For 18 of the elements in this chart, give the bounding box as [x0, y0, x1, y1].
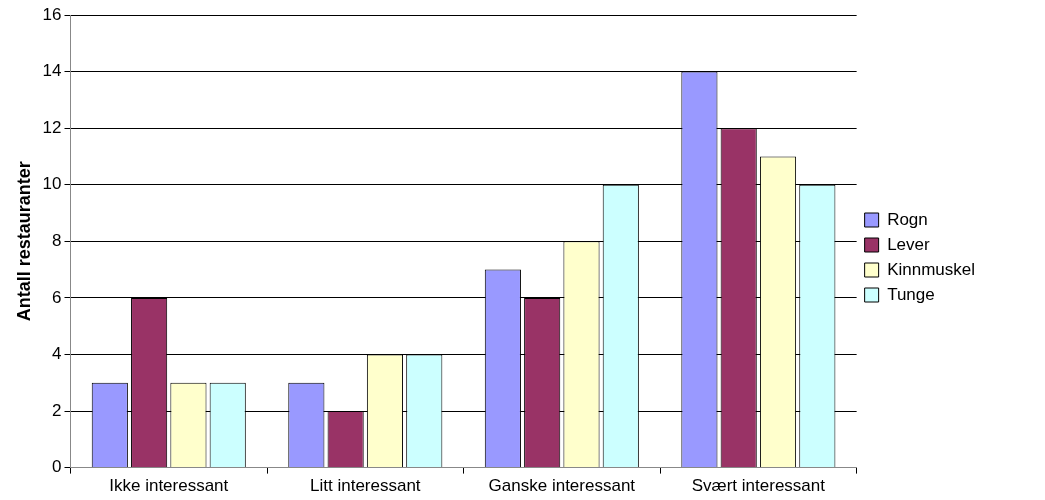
y-tick-label: 10 — [42, 174, 62, 194]
x-tick-label: Ikke interessant — [109, 476, 229, 496]
y-tick-label: 4 — [52, 344, 62, 364]
y-tick-label: 0 — [52, 457, 62, 477]
x-tick-label: Svært interessant — [691, 476, 826, 496]
legend-label: Kinnmuskel — [887, 259, 975, 279]
y-tick-label: 12 — [42, 117, 62, 137]
legend-label: Lever — [887, 234, 930, 254]
y-tick-label: 14 — [42, 61, 62, 81]
y-axis-title: Antall restauranter — [13, 161, 34, 322]
legend-label: Rogn — [887, 209, 928, 229]
y-tick-label: 2 — [52, 400, 62, 420]
y-tick-label: 6 — [52, 287, 62, 307]
legend-label: Tunge — [887, 284, 935, 304]
x-tick-label: Litt interessant — [310, 476, 421, 496]
y-tick-label: 8 — [52, 230, 62, 250]
x-tick-label: Ganske interessant — [488, 476, 636, 496]
y-tick-label: 16 — [42, 4, 62, 24]
